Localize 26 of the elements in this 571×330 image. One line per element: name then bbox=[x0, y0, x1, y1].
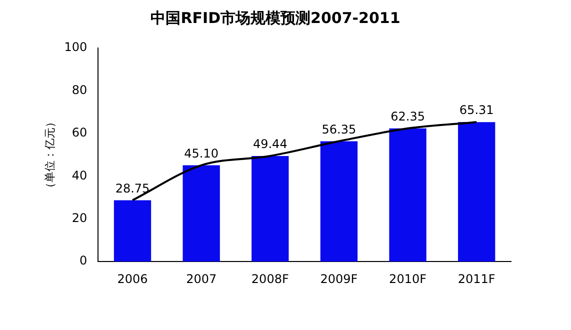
data-label: 65.31 bbox=[459, 103, 494, 118]
x-tick-label: 2009F bbox=[320, 272, 358, 286]
x-tick-label: 2011F bbox=[458, 272, 496, 286]
chart-title: 中国RFID市场规模预测2007-2011 bbox=[150, 8, 400, 27]
x-tick-label: 2010F bbox=[389, 272, 427, 286]
data-label: 28.75 bbox=[115, 181, 150, 196]
data-label: 56.35 bbox=[322, 122, 356, 136]
y-tick-label: 60 bbox=[72, 126, 88, 140]
x-tick-label: 2008F bbox=[251, 272, 289, 286]
y-tick-label: 40 bbox=[72, 168, 88, 182]
data-label: 62.35 bbox=[390, 110, 425, 124]
bar bbox=[458, 122, 496, 262]
y-tick-label: 0 bbox=[79, 254, 88, 268]
x-tick-label: 2006 bbox=[117, 272, 148, 286]
y-tick-label: 80 bbox=[72, 82, 88, 97]
x-tick-label: 2007 bbox=[186, 272, 217, 286]
bar bbox=[389, 128, 426, 262]
bar bbox=[182, 165, 220, 262]
y-tick-label: 100 bbox=[64, 40, 88, 54]
y-axis-title: （单位：亿元） bbox=[43, 116, 56, 194]
bar bbox=[114, 200, 152, 262]
data-label: 49.44 bbox=[252, 137, 288, 152]
bar bbox=[252, 156, 289, 262]
bar bbox=[320, 141, 358, 262]
data-label: 45.10 bbox=[184, 146, 219, 160]
y-tick-label: 20 bbox=[72, 211, 88, 226]
